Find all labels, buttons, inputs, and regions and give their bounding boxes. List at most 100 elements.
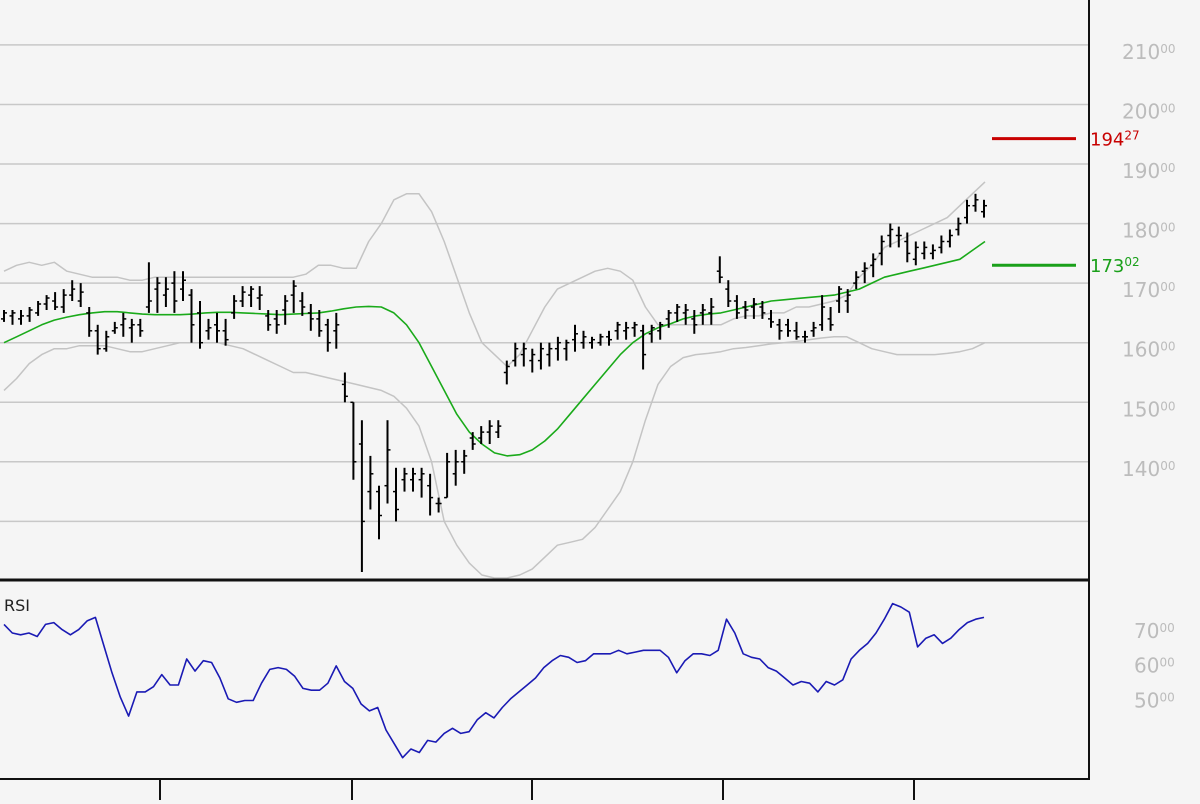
price-bar <box>495 420 502 438</box>
price-bar <box>77 283 84 307</box>
price-bar <box>819 295 826 331</box>
price-bar <box>853 271 860 290</box>
price-bar <box>418 467 425 498</box>
price-bar <box>554 336 561 361</box>
price-bar <box>674 304 681 322</box>
price-bar <box>759 301 766 319</box>
price-bar <box>478 426 485 444</box>
rsi-series-line <box>3 602 985 759</box>
price-tick-label: 17000 <box>1122 278 1175 302</box>
price-bar <box>188 289 195 343</box>
price-bar <box>580 330 587 349</box>
price-bar <box>537 342 544 370</box>
price-bar <box>512 342 519 367</box>
price-bar <box>904 232 911 263</box>
price-bar <box>972 193 979 212</box>
price-bar <box>529 348 536 373</box>
rsi-line <box>3 602 985 759</box>
price-bar <box>785 318 791 337</box>
price-bar <box>290 280 297 313</box>
price-bar <box>239 286 246 307</box>
price-bar <box>623 321 630 340</box>
price-bar <box>486 420 493 444</box>
price-bar <box>861 262 868 284</box>
price-bar <box>921 241 928 260</box>
price-bar <box>435 497 442 513</box>
price-bar <box>1 310 7 322</box>
price-marker-label: 19427 <box>1090 129 1140 151</box>
price-markers: 19427 17302 <box>992 129 1140 277</box>
price-bar <box>810 321 817 337</box>
price-bar <box>18 310 24 325</box>
price-bar <box>682 304 689 325</box>
price-tick-label: 20000 <box>1122 100 1175 124</box>
price-bar <box>520 342 527 367</box>
price-bar <box>145 262 152 313</box>
price-bar <box>665 310 672 328</box>
price-bar <box>103 330 110 352</box>
price-bar <box>120 312 127 337</box>
rsi-panel-label: RSI <box>4 596 30 615</box>
price-bar <box>282 295 289 325</box>
price-bar <box>938 235 945 254</box>
price-bar <box>742 301 749 319</box>
price-bar <box>870 253 877 278</box>
lower-band-line <box>3 336 986 579</box>
price-bar <box>358 420 365 572</box>
price-tick-label: 21000 <box>1122 40 1175 64</box>
rsi-axis-labels: 5000 6000 7000 <box>1134 619 1175 712</box>
price-bar <box>691 310 698 334</box>
price-bar <box>94 324 101 355</box>
price-bar <box>231 295 238 319</box>
price-bar <box>299 292 306 316</box>
price-bar <box>86 307 93 337</box>
price-bar <box>563 339 570 361</box>
price-tick-label: 19000 <box>1122 159 1175 183</box>
price-bar <box>461 449 468 474</box>
price-bar <box>9 310 16 325</box>
price-bar <box>333 312 340 349</box>
price-bar <box>912 241 919 266</box>
rsi-tick-label: 7000 <box>1134 619 1175 643</box>
price-bar <box>256 286 263 310</box>
price-bar <box>26 307 33 322</box>
price-bar <box>946 229 953 248</box>
price-bar <box>716 256 723 284</box>
price-bar <box>367 455 374 510</box>
price-bar <box>222 318 229 346</box>
price-bar <box>427 473 434 516</box>
price-bar <box>964 199 970 224</box>
price-bar <box>69 280 76 301</box>
price-bar <box>844 289 851 313</box>
price-bar <box>725 280 732 307</box>
price-bar <box>606 330 612 346</box>
price-marker-label: 17302 <box>1090 255 1140 277</box>
price-bar <box>708 298 715 325</box>
price-bar <box>410 467 416 492</box>
price-bar <box>827 307 834 331</box>
price-bar <box>640 324 647 370</box>
rsi-tick-label: 5000 <box>1134 688 1175 712</box>
price-bar <box>733 295 740 319</box>
price-bar <box>324 318 331 352</box>
price-bar <box>341 372 348 403</box>
price-bar <box>205 318 212 340</box>
price-bar <box>452 449 459 486</box>
price-bar <box>273 310 280 334</box>
price-bar <box>895 226 902 248</box>
price-tick-label: 16000 <box>1122 338 1175 362</box>
price-bar <box>265 310 272 331</box>
price-bar <box>350 401 357 480</box>
price-bar <box>43 295 50 310</box>
price-bar <box>648 324 655 343</box>
price-bar <box>631 321 638 337</box>
price-bar <box>597 333 604 346</box>
price-bar <box>384 420 391 504</box>
price-bar <box>503 360 510 385</box>
price-bar <box>376 485 382 540</box>
price-bar <box>180 271 186 301</box>
price-tick-label: 18000 <box>1122 219 1175 243</box>
price-bars <box>1 193 987 572</box>
x-axis-ticks <box>159 780 915 800</box>
